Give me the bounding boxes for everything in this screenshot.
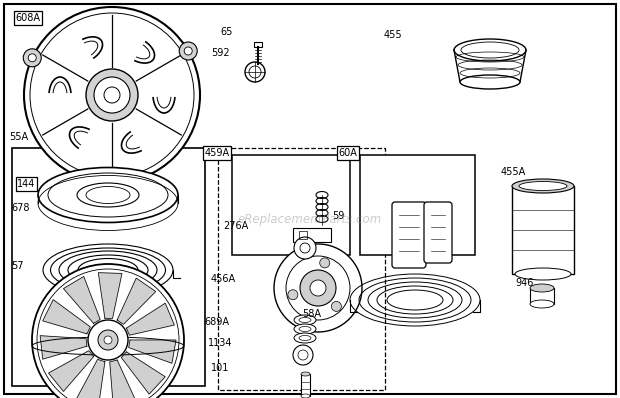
Ellipse shape: [294, 315, 316, 325]
Circle shape: [23, 49, 42, 67]
Text: 60A: 60A: [339, 148, 357, 158]
Bar: [293, 228, 331, 242]
FancyBboxPatch shape: [392, 202, 426, 268]
Text: 65: 65: [220, 27, 232, 37]
Circle shape: [286, 256, 350, 320]
Ellipse shape: [519, 181, 567, 191]
Circle shape: [86, 69, 138, 121]
Text: 58A: 58A: [303, 308, 322, 319]
Circle shape: [104, 87, 120, 103]
Polygon shape: [99, 273, 122, 318]
Bar: [218, 148, 385, 390]
Circle shape: [274, 244, 362, 332]
Circle shape: [94, 77, 130, 113]
Text: 456A: 456A: [211, 274, 236, 285]
Bar: [301, 374, 310, 396]
Circle shape: [184, 47, 192, 55]
Ellipse shape: [515, 268, 571, 280]
Bar: [360, 155, 475, 255]
Ellipse shape: [77, 183, 139, 207]
Circle shape: [104, 336, 112, 344]
Text: 455: 455: [383, 30, 402, 40]
Ellipse shape: [454, 39, 526, 61]
Text: 459A: 459A: [205, 148, 230, 158]
Polygon shape: [76, 359, 105, 398]
Circle shape: [331, 301, 342, 311]
Text: eReplacementParts.com: eReplacementParts.com: [238, 213, 382, 226]
Polygon shape: [129, 340, 176, 363]
Circle shape: [24, 7, 200, 183]
Circle shape: [98, 330, 118, 350]
Text: 1134: 1134: [208, 338, 232, 348]
Ellipse shape: [512, 179, 574, 193]
Text: 455A: 455A: [501, 167, 526, 177]
Text: 946: 946: [516, 278, 534, 289]
Text: 689A: 689A: [205, 316, 229, 327]
Circle shape: [320, 258, 330, 268]
Polygon shape: [122, 352, 165, 394]
Text: 276A: 276A: [223, 221, 249, 231]
Circle shape: [293, 345, 313, 365]
Text: 59: 59: [332, 211, 345, 221]
Bar: [530, 288, 554, 304]
Ellipse shape: [530, 300, 554, 308]
Circle shape: [32, 264, 184, 398]
FancyBboxPatch shape: [424, 202, 452, 263]
Polygon shape: [43, 300, 91, 334]
Text: 608A: 608A: [16, 13, 40, 23]
Ellipse shape: [294, 324, 316, 334]
Circle shape: [288, 290, 298, 300]
Ellipse shape: [460, 75, 520, 89]
Ellipse shape: [530, 284, 554, 292]
Text: 144: 144: [17, 179, 36, 189]
Polygon shape: [110, 360, 136, 398]
Polygon shape: [48, 351, 94, 391]
Bar: [512, 186, 574, 274]
Ellipse shape: [301, 372, 310, 376]
Polygon shape: [63, 277, 100, 323]
Circle shape: [294, 237, 316, 259]
Circle shape: [179, 42, 197, 60]
Text: 678: 678: [11, 203, 30, 213]
Polygon shape: [40, 336, 87, 359]
Circle shape: [88, 320, 128, 360]
Circle shape: [310, 280, 326, 296]
Text: 592: 592: [211, 47, 229, 58]
Text: 57: 57: [11, 261, 24, 271]
Ellipse shape: [294, 333, 316, 343]
Ellipse shape: [38, 168, 178, 222]
Bar: [299, 231, 307, 239]
Text: 55A: 55A: [9, 132, 29, 142]
Polygon shape: [117, 278, 156, 324]
Bar: [254, 42, 262, 47]
Text: 101: 101: [211, 363, 229, 373]
Polygon shape: [126, 303, 174, 335]
Circle shape: [300, 270, 336, 306]
Bar: [232, 155, 350, 255]
Bar: [12, 148, 205, 386]
Circle shape: [29, 54, 36, 62]
Ellipse shape: [301, 394, 310, 398]
